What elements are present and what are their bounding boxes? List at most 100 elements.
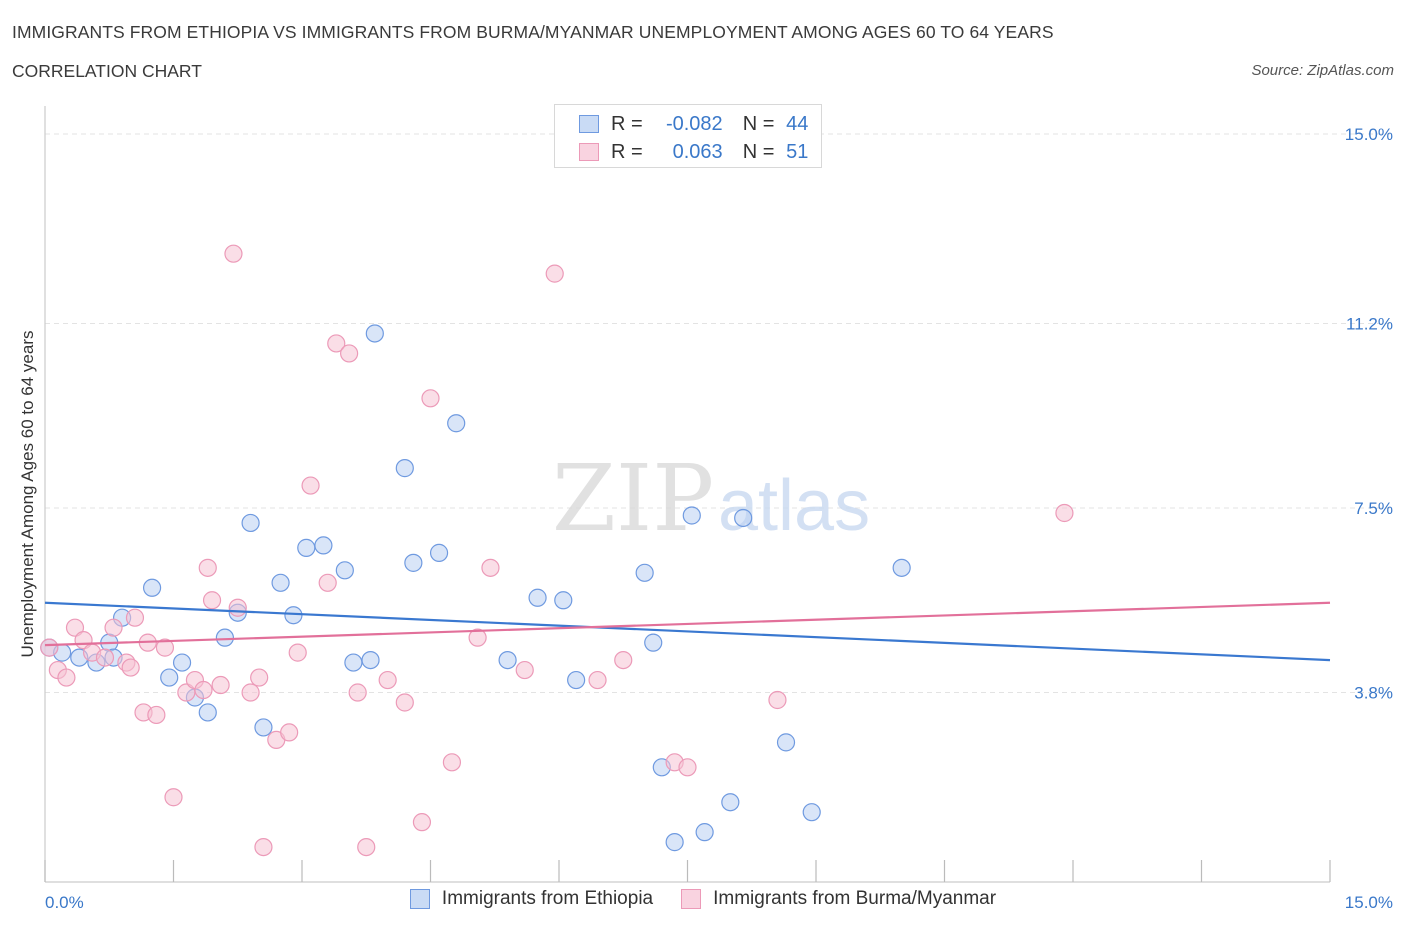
grid-lines (45, 133, 1390, 694)
point-burma (254, 837, 273, 857)
point-ethiopia (142, 578, 162, 597)
point-burma (421, 389, 440, 408)
point-burma (1055, 503, 1074, 523)
point-ethiopia (644, 633, 663, 652)
series-legend-label: Immigrants from Ethiopia (441, 888, 654, 909)
point-ethiopia (429, 543, 449, 562)
source-credit: Source: ZipAtlas.com (1251, 62, 1394, 79)
y-tick-label: 7.5% (1354, 499, 1393, 518)
point-ethiopia (271, 573, 290, 592)
y-axis-label: Unemployment Among Ages 60 to 64 years (18, 330, 37, 658)
point-burma (442, 753, 462, 772)
point-ethiopia (241, 513, 260, 533)
point-ethiopia (361, 650, 380, 670)
legend-swatch-ethiopia (579, 115, 599, 133)
point-burma (588, 670, 607, 690)
point-burma (147, 705, 166, 725)
point-burma (481, 558, 500, 577)
point-ethiopia (682, 506, 701, 525)
point-ethiopia (528, 588, 547, 607)
point-burma (288, 643, 307, 662)
point-ethiopia (335, 561, 354, 580)
series-legend-label: Immigrants from Burma/Myanmar (713, 888, 997, 909)
point-burma (121, 658, 140, 677)
series-legend: Immigrants from Ethiopia Immigrants from… (0, 888, 1406, 910)
point-ethiopia (567, 670, 586, 690)
legend-n-label: N = (742, 112, 775, 135)
point-burma (395, 693, 414, 712)
trend-lines (44, 601, 1331, 662)
point-ethiopia (365, 324, 384, 343)
point-burma (412, 813, 432, 832)
point-ethiopia (695, 823, 714, 842)
legend-swatch-burma (579, 143, 599, 161)
point-burma (155, 638, 175, 657)
point-ethiopia (160, 668, 179, 687)
point-burma (768, 690, 787, 710)
point-burma (194, 680, 213, 700)
point-burma (202, 591, 222, 610)
point-ethiopia (172, 653, 192, 672)
point-ethiopia (802, 803, 821, 822)
point-burma (40, 638, 59, 657)
y-tick-label: 3.8% (1354, 684, 1393, 703)
point-burma (241, 683, 260, 702)
x-tick-label: 15.0% (1345, 893, 1393, 912)
legend-n-label: N = (742, 140, 775, 163)
point-burma (164, 788, 183, 807)
legend-r-value: 0.063 (672, 140, 723, 163)
watermark-zip: ZIP (552, 445, 714, 552)
point-burma (104, 618, 123, 637)
trend-line-burma (44, 601, 1331, 647)
legend-n-value: 51 (786, 140, 809, 163)
point-ethiopia (297, 538, 316, 557)
point-burma (198, 558, 217, 577)
point-ethiopia (447, 414, 466, 433)
point-burma (614, 650, 633, 670)
point-burma (301, 476, 320, 495)
point-burma (378, 670, 397, 690)
legend-row-burma: R = 0.063 N = 51 (579, 140, 808, 164)
point-ethiopia (498, 650, 517, 670)
trend-line-ethiopia (44, 601, 1331, 662)
point-ethiopia (665, 833, 684, 852)
series-ethiopia (40, 124, 911, 852)
chart-subtitle: CORRELATION CHART (12, 61, 202, 81)
y-tick-label: 15.0% (1345, 125, 1393, 144)
point-burma (250, 668, 269, 687)
point-ethiopia (344, 653, 363, 672)
point-ethiopia (734, 508, 753, 528)
legend-r-label: R = (611, 140, 643, 163)
point-ethiopia (284, 606, 303, 625)
legend-r-value: -0.082 (665, 112, 723, 135)
point-burma (545, 264, 564, 283)
point-burma (211, 675, 230, 695)
legend-r-label: R = (611, 112, 643, 135)
point-ethiopia (314, 536, 333, 555)
point-burma (125, 608, 145, 627)
point-burma (95, 648, 115, 667)
data-points (40, 124, 1074, 857)
point-burma (65, 618, 85, 637)
point-burma (348, 683, 367, 702)
tick-labels: 3.8% 7.5% 11.2% 15.0% 0.0% 15.0% (45, 125, 1393, 912)
point-ethiopia (892, 558, 911, 577)
point-ethiopia (254, 718, 273, 737)
point-ethiopia (635, 563, 654, 582)
point-ethiopia (554, 591, 573, 610)
series-swatch-ethiopia (409, 889, 430, 909)
legend-n-value: 44 (786, 112, 809, 135)
chart-title: IMMIGRANTS FROM ETHIOPIA VS IMMIGRANTS F… (12, 22, 1054, 42)
point-ethiopia (721, 793, 740, 812)
point-burma (224, 244, 243, 263)
x-tick-label: 0.0% (45, 893, 84, 912)
point-burma (678, 758, 697, 777)
series-swatch-burma (681, 889, 702, 909)
y-tick-label: 11.2% (1346, 314, 1393, 333)
watermark-atlas: atlas (718, 466, 870, 546)
axes (44, 106, 1331, 883)
point-burma (57, 668, 76, 687)
point-ethiopia (395, 459, 414, 478)
point-burma (340, 344, 359, 363)
